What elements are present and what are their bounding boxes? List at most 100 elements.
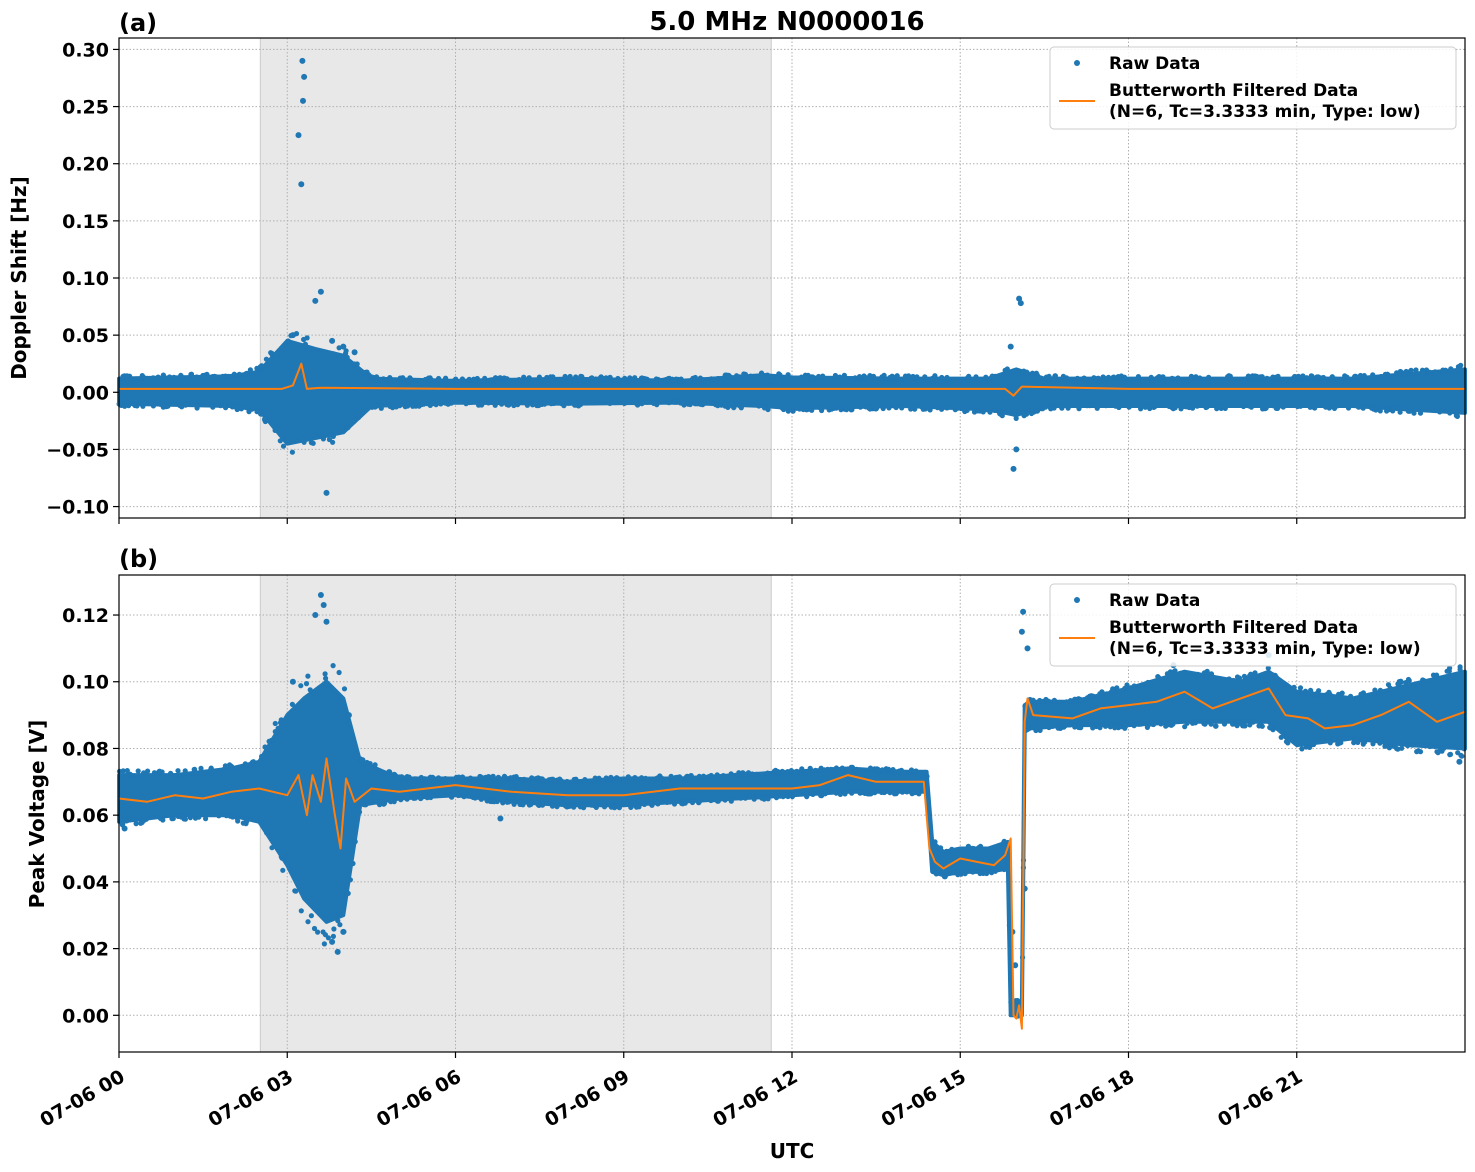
raw-data-jitter — [577, 804, 584, 810]
raw-data-jitter — [1369, 405, 1375, 411]
raw-data-jitter — [844, 407, 850, 413]
raw-data-jitter — [722, 796, 728, 802]
raw-data-jitter — [1136, 721, 1142, 727]
raw-data-point — [320, 602, 327, 608]
raw-data-jitter — [793, 791, 799, 797]
raw-data-jitter — [1307, 744, 1313, 751]
raw-data-jitter — [893, 404, 899, 411]
raw-data-jitter — [1450, 673, 1456, 679]
raw-data-jitter — [970, 869, 976, 875]
x-tick-label: 07-06 15 — [878, 1066, 970, 1132]
raw-data-jitter — [361, 802, 367, 808]
raw-data-jitter — [274, 350, 280, 356]
raw-data-jitter — [803, 405, 809, 411]
raw-data-jitter — [1299, 746, 1305, 752]
raw-data-jitter — [793, 769, 799, 775]
raw-data-jitter — [1208, 675, 1214, 681]
raw-data-jitter — [227, 402, 233, 408]
legend-filtered-label: Butterworth Filtered Data — [1109, 618, 1358, 638]
raw-data-jitter — [387, 798, 393, 804]
raw-data-jitter — [1099, 689, 1105, 695]
legend-filtered-params: (N=6, Tc=3.3333 min, Type: low) — [1109, 639, 1421, 659]
raw-data-jitter — [1240, 403, 1247, 410]
raw-data-jitter — [672, 378, 679, 384]
raw-data-jitter — [867, 406, 873, 412]
raw-data-jitter — [612, 377, 618, 383]
raw-data-jitter — [965, 843, 972, 849]
raw-data-jitter — [679, 400, 686, 406]
raw-data-jitter — [259, 753, 265, 760]
panel-b-filtered-line — [118, 687, 1466, 1030]
raw-data-jitter — [1148, 721, 1154, 727]
raw-data-point — [351, 349, 358, 356]
raw-data-jitter — [1335, 403, 1341, 409]
raw-data-jitter — [188, 371, 195, 377]
raw-data-jitter — [758, 370, 765, 376]
raw-data-jitter — [658, 776, 665, 782]
raw-data-jitter — [124, 768, 130, 774]
raw-data-jitter — [886, 403, 892, 409]
raw-data-jitter — [345, 425, 351, 431]
y-tick-label: −0.10 — [46, 497, 109, 519]
raw-data-jitter — [1097, 725, 1103, 731]
raw-data-jitter — [665, 377, 671, 383]
raw-data-point — [289, 678, 296, 685]
y-tick-label: 0.30 — [62, 39, 109, 61]
raw-data-jitter — [1408, 367, 1414, 373]
raw-data-jitter — [1102, 723, 1109, 729]
raw-data-jitter — [1338, 740, 1344, 746]
raw-data-jitter — [816, 373, 822, 380]
raw-data-jitter — [191, 766, 197, 773]
raw-data-jitter — [124, 818, 130, 824]
raw-data-jitter — [1203, 674, 1209, 680]
raw-data-jitter — [346, 721, 352, 727]
raw-data-jitter — [459, 376, 465, 382]
raw-data-jitter — [1418, 406, 1424, 412]
raw-data-jitter — [807, 765, 813, 771]
raw-data-jitter — [894, 373, 900, 379]
raw-data-jitter — [1441, 745, 1447, 751]
raw-data-jitter — [192, 811, 199, 817]
raw-data-jitter — [849, 376, 855, 382]
raw-data-jitter — [490, 773, 496, 780]
legend-filtered-params: (N=6, Tc=3.3333 min, Type: low) — [1109, 102, 1421, 122]
raw-data-jitter — [1387, 744, 1393, 750]
panel-a-legend: Raw Data Butterworth Filtered Data(N=6, T… — [1049, 46, 1457, 130]
panel-a-y-ticks: 0.30 0.25 0.20 0.15 0.10 0.05 0.00 −0.05 −0.10 — [46, 39, 119, 519]
raw-data-jitter — [204, 375, 211, 381]
raw-data-point — [329, 938, 336, 945]
raw-data-jitter — [1291, 684, 1297, 691]
raw-data-jitter — [837, 791, 844, 798]
raw-data-jitter — [1102, 376, 1109, 382]
raw-data-point — [1024, 645, 1031, 652]
raw-data-jitter — [1297, 403, 1304, 409]
raw-data-jitter — [607, 400, 613, 406]
raw-data-jitter — [1311, 404, 1317, 410]
y-tick-label: −0.05 — [46, 439, 109, 461]
raw-data-jitter — [422, 376, 428, 383]
raw-data-jitter — [1109, 402, 1115, 408]
raw-data-jitter — [910, 404, 916, 410]
raw-data-jitter — [485, 774, 492, 780]
raw-data-jitter — [307, 687, 313, 693]
raw-data-jitter — [1331, 736, 1337, 742]
raw-data-jitter — [1398, 678, 1404, 684]
raw-data-jitter — [372, 762, 378, 768]
raw-data-jitter — [549, 803, 556, 809]
raw-data-point — [1016, 295, 1023, 302]
y-tick-label: 0.10 — [62, 268, 109, 290]
raw-data-jitter — [969, 845, 976, 852]
raw-data-jitter — [970, 405, 976, 411]
raw-data-jitter — [250, 759, 256, 765]
raw-data-jitter — [626, 376, 632, 382]
raw-data-jitter — [430, 776, 436, 782]
raw-data-jitter — [242, 761, 248, 767]
panel-a: 0.30 0.25 0.20 0.15 0.10 0.05 0.00 −0.05 −0.10 (… — [7, 7, 1467, 524]
raw-data-jitter — [345, 890, 351, 897]
raw-data-jitter — [817, 790, 823, 797]
raw-data-jitter — [1245, 373, 1251, 379]
raw-data-jitter — [728, 773, 734, 779]
raw-data-jitter — [390, 405, 396, 411]
raw-data-jitter — [330, 933, 336, 940]
raw-data-jitter — [1399, 740, 1405, 747]
